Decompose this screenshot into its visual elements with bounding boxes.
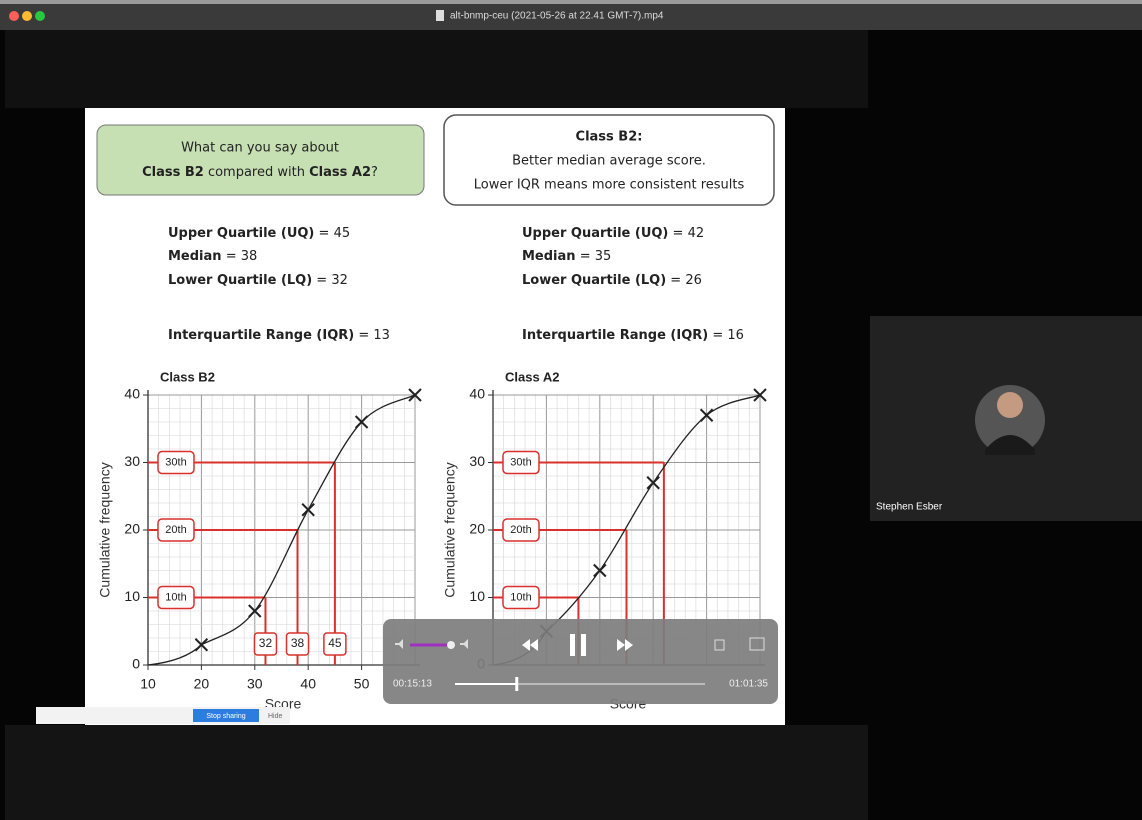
guide-label: 30th <box>510 456 531 468</box>
x-tick-label: 20 <box>194 676 210 692</box>
x-tick-label: 10 <box>140 676 156 692</box>
stat-label: Median <box>522 249 576 264</box>
avatar-face <box>997 392 1023 418</box>
stat-value: 42 <box>688 226 705 241</box>
stat-line: Interquartile Range (IQR) = 13 <box>168 328 390 343</box>
stat-label: Upper Quartile (UQ) <box>168 226 314 241</box>
x-tick-label: 40 <box>300 676 316 692</box>
stat-sep: = <box>226 249 237 264</box>
stat-value: 16 <box>727 328 744 343</box>
stat-label: Lower Quartile (LQ) <box>168 273 312 288</box>
text: Class B2 <box>142 165 204 180</box>
text: compared with <box>208 165 305 180</box>
stat-line: Lower Quartile (LQ) = 26 <box>522 273 702 288</box>
stat-line: Interquartile Range (IQR) = 16 <box>522 328 744 343</box>
stat-sep: = <box>319 226 330 241</box>
answer-line: Better median average score. <box>512 154 706 169</box>
x-tick-label: 50 <box>354 676 370 692</box>
volume-thumb[interactable] <box>447 641 455 649</box>
answer-line: Lower IQR means more consistent results <box>474 178 745 193</box>
title-bar-edge <box>0 0 1142 4</box>
stat-line: Upper Quartile (UQ) = 45 <box>168 226 350 241</box>
player-controls: 00:15:13 01:01:35 <box>383 619 778 704</box>
hide-link[interactable]: Hide <box>268 713 283 720</box>
stat-value: 32 <box>331 273 348 288</box>
guide-label: 10th <box>165 591 186 603</box>
chart-title: Class B2 <box>160 369 215 384</box>
close-button[interactable] <box>9 11 19 21</box>
stat-sep: = <box>712 328 723 343</box>
y-tick-label: 30 <box>469 453 485 469</box>
stat-sep: = <box>580 249 591 264</box>
y-tick-label: 0 <box>132 656 140 672</box>
stat-line: Upper Quartile (UQ) = 42 <box>522 226 704 241</box>
quartile-label: 32 <box>259 636 273 650</box>
stat-value: 45 <box>334 226 351 241</box>
stat-value: 13 <box>373 328 390 343</box>
y-tick-label: 10 <box>469 588 485 604</box>
controls-panel <box>383 619 778 704</box>
stat-line: Median = 38 <box>168 249 257 264</box>
text: ? <box>371 165 378 180</box>
stat-line: Median = 35 <box>522 249 611 264</box>
stat-sep: = <box>673 226 684 241</box>
time-total: 01:01:35 <box>729 679 768 690</box>
stat-sep: = <box>316 273 327 288</box>
stat-label: Upper Quartile (UQ) <box>522 226 668 241</box>
participant-name: Stephen Esber <box>876 502 943 513</box>
guide-label: 20th <box>165 524 186 536</box>
window-title: alt-bnmp-ceu (2021-05-26 at 22.41 GMT-7)… <box>450 11 664 22</box>
stat-value: 35 <box>595 249 612 264</box>
text: Class A2 <box>309 165 371 180</box>
pause-button[interactable] <box>581 634 586 656</box>
y-tick-label: 10 <box>124 588 140 604</box>
y-tick-label: 20 <box>469 521 485 537</box>
stop-sharing-label[interactable]: Stop sharing <box>206 713 245 720</box>
y-tick-label: 40 <box>124 386 140 402</box>
answer-heading: Class B2: <box>576 130 643 145</box>
quartile-label: 45 <box>328 636 342 650</box>
progress-thumb[interactable] <box>515 677 518 691</box>
stat-label: Interquartile Range (IQR) <box>168 328 354 343</box>
screen: alt-bnmp-ceu (2021-05-26 at 22.41 GMT-7)… <box>0 0 1142 820</box>
guide-label: 10th <box>510 591 531 603</box>
stat-label: Lower Quartile (LQ) <box>522 273 666 288</box>
y-tick-label: 20 <box>124 521 140 537</box>
chart-title: Class A2 <box>505 369 559 384</box>
time-elapsed: 00:15:13 <box>393 679 432 690</box>
stat-label: Interquartile Range (IQR) <box>522 328 708 343</box>
quartile-label: 38 <box>291 636 305 650</box>
pause-button[interactable] <box>570 634 575 656</box>
video-top-area <box>5 30 868 108</box>
file-icon <box>436 10 444 21</box>
guide-label: 30th <box>165 456 186 468</box>
zoom-button[interactable] <box>35 11 45 21</box>
question-line: What can you say about <box>181 141 339 156</box>
stat-sep: = <box>358 328 369 343</box>
stat-value: 38 <box>241 249 258 264</box>
y-axis-label: Cumulative frequency <box>97 462 113 597</box>
stat-sep: = <box>670 273 681 288</box>
stat-label: Median <box>168 249 222 264</box>
y-axis-label: Cumulative frequency <box>442 462 458 597</box>
stat-value: 26 <box>685 273 702 288</box>
y-tick-label: 30 <box>124 453 140 469</box>
video-bottom-area <box>5 725 868 820</box>
x-tick-label: 30 <box>247 676 263 692</box>
question-line: Class B2 compared with Class A2? <box>142 165 378 180</box>
minimize-button[interactable] <box>22 11 32 21</box>
question-box <box>97 125 424 195</box>
y-tick-label: 40 <box>469 386 485 402</box>
stat-line: Lower Quartile (LQ) = 32 <box>168 273 348 288</box>
guide-label: 20th <box>510 524 531 536</box>
